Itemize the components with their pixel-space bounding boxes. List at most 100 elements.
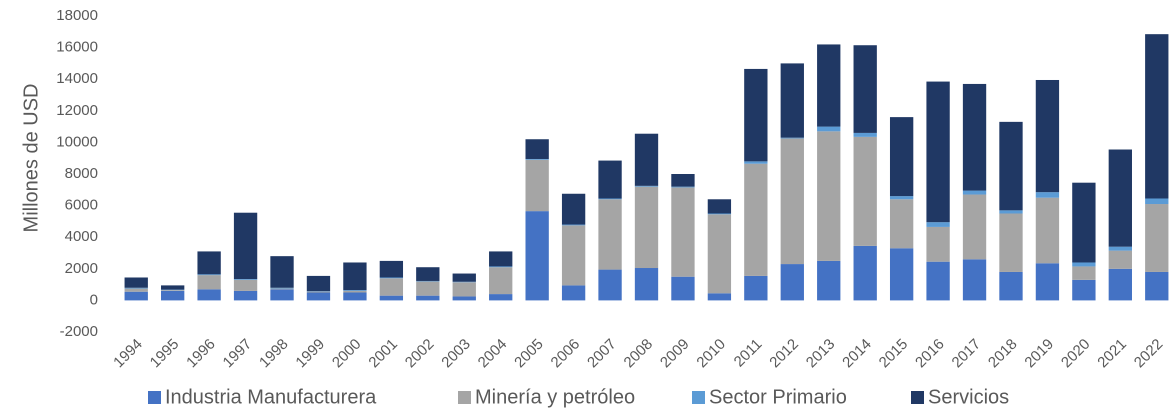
bar-segment <box>1145 271 1169 301</box>
bar-segment <box>1072 266 1096 280</box>
x-tick-label: 2005 <box>511 336 547 372</box>
bar-segment <box>197 275 221 290</box>
bar-segment <box>306 275 331 292</box>
bar-segment <box>343 290 367 291</box>
bar-segment <box>1145 204 1169 272</box>
x-tick-label: 1995 <box>147 336 183 372</box>
bar-segment <box>926 81 950 223</box>
bar-segment <box>233 279 258 280</box>
legend-swatch <box>692 391 705 404</box>
bar-segment <box>343 290 367 293</box>
bar-segment <box>1145 198 1169 205</box>
bar-segment <box>889 199 914 249</box>
x-tick-label: 2019 <box>1021 336 1057 372</box>
bar-segment <box>1072 262 1096 267</box>
bar-segment <box>525 159 549 212</box>
bar-segment <box>962 259 987 301</box>
x-tick-label: 2021 <box>1094 336 1130 372</box>
bar-segment <box>634 186 659 269</box>
bar-segment <box>561 224 586 226</box>
bar-segment <box>598 269 622 301</box>
bar-segment <box>962 190 987 195</box>
bar-segment <box>598 160 622 199</box>
bar-segment <box>416 267 440 281</box>
bar-segment <box>197 289 221 301</box>
bar-segment <box>889 196 914 200</box>
bar-segment <box>1108 250 1132 269</box>
bar-segment <box>452 296 476 301</box>
bar-segment <box>124 288 148 292</box>
x-tick-label: 2003 <box>438 336 474 372</box>
y-tick-label: 6000 <box>65 197 98 214</box>
legend-label: Industria Manufacturera <box>165 386 377 408</box>
x-tick-label: 2008 <box>621 336 657 372</box>
bar-segment <box>306 291 331 293</box>
bar-segment <box>999 210 1023 214</box>
bar-segment <box>343 292 367 301</box>
bar-segment <box>161 290 185 291</box>
bar-segment <box>1145 34 1169 199</box>
bar-segment <box>853 136 877 246</box>
bar-segment <box>489 294 513 301</box>
bar-segment <box>817 131 841 261</box>
bar-segment <box>1072 182 1096 263</box>
bar-segment <box>780 63 804 138</box>
bar-segment <box>233 279 258 291</box>
y-tick-label: 18000 <box>56 7 98 24</box>
bar-segment <box>853 245 877 301</box>
bar-segment <box>780 264 804 301</box>
y-tick-label: 4000 <box>65 228 98 245</box>
bar-segment <box>1108 268 1132 301</box>
x-tick-label: 2009 <box>657 336 693 372</box>
bar-segment <box>671 276 695 301</box>
x-tick-label: 2000 <box>329 336 365 372</box>
bar-segment <box>999 271 1023 301</box>
x-tick-label: 2016 <box>912 336 948 372</box>
bar-segment <box>598 199 622 270</box>
bar-segment <box>1035 192 1060 198</box>
x-tick-label: 2022 <box>1131 336 1167 372</box>
x-tick-label: 2001 <box>365 336 401 372</box>
bar-segment <box>853 45 877 133</box>
bar-segment <box>671 187 695 277</box>
bar-segment <box>306 292 331 301</box>
y-tick-label: 8000 <box>65 165 98 182</box>
x-tick-label: 2007 <box>584 336 620 372</box>
y-axis-label: Millones de USD <box>20 84 42 233</box>
bar-segment <box>962 83 987 191</box>
bar-segment <box>525 211 549 301</box>
bar-segment <box>889 117 914 197</box>
bar-segment <box>671 174 695 187</box>
bar-segment <box>817 260 841 301</box>
bar-segment <box>161 285 185 290</box>
bar-segment <box>489 251 513 267</box>
x-tick-label: 1996 <box>183 336 219 372</box>
y-tick-label: -2000 <box>60 323 98 340</box>
bar-segment <box>962 194 987 260</box>
legend-swatch <box>148 391 161 404</box>
bar-segment <box>780 138 804 265</box>
bar-segment <box>561 285 586 301</box>
bar-segment <box>999 213 1023 272</box>
x-tick-label: 2006 <box>548 336 584 372</box>
bar-segment <box>452 273 476 282</box>
bar-segment <box>379 260 404 278</box>
bar-segment <box>233 290 258 301</box>
legend-label: Sector Primario <box>709 386 847 408</box>
bar-segment <box>525 139 549 159</box>
bar-segment <box>744 275 768 301</box>
bar-segment <box>1072 279 1096 301</box>
x-tick-label: 2010 <box>693 336 729 372</box>
bar-segment <box>525 158 549 160</box>
bar-segment <box>270 256 294 288</box>
bar-segment <box>379 277 404 279</box>
bar-segment <box>926 222 950 227</box>
y-tick-label: 2000 <box>65 260 98 277</box>
bar-segment <box>744 68 768 162</box>
bar-segment <box>343 262 367 291</box>
bar-segment <box>161 290 185 301</box>
bar-segment <box>671 186 695 188</box>
bar-segment <box>634 268 659 301</box>
legend-label: Servicios <box>928 386 1009 408</box>
